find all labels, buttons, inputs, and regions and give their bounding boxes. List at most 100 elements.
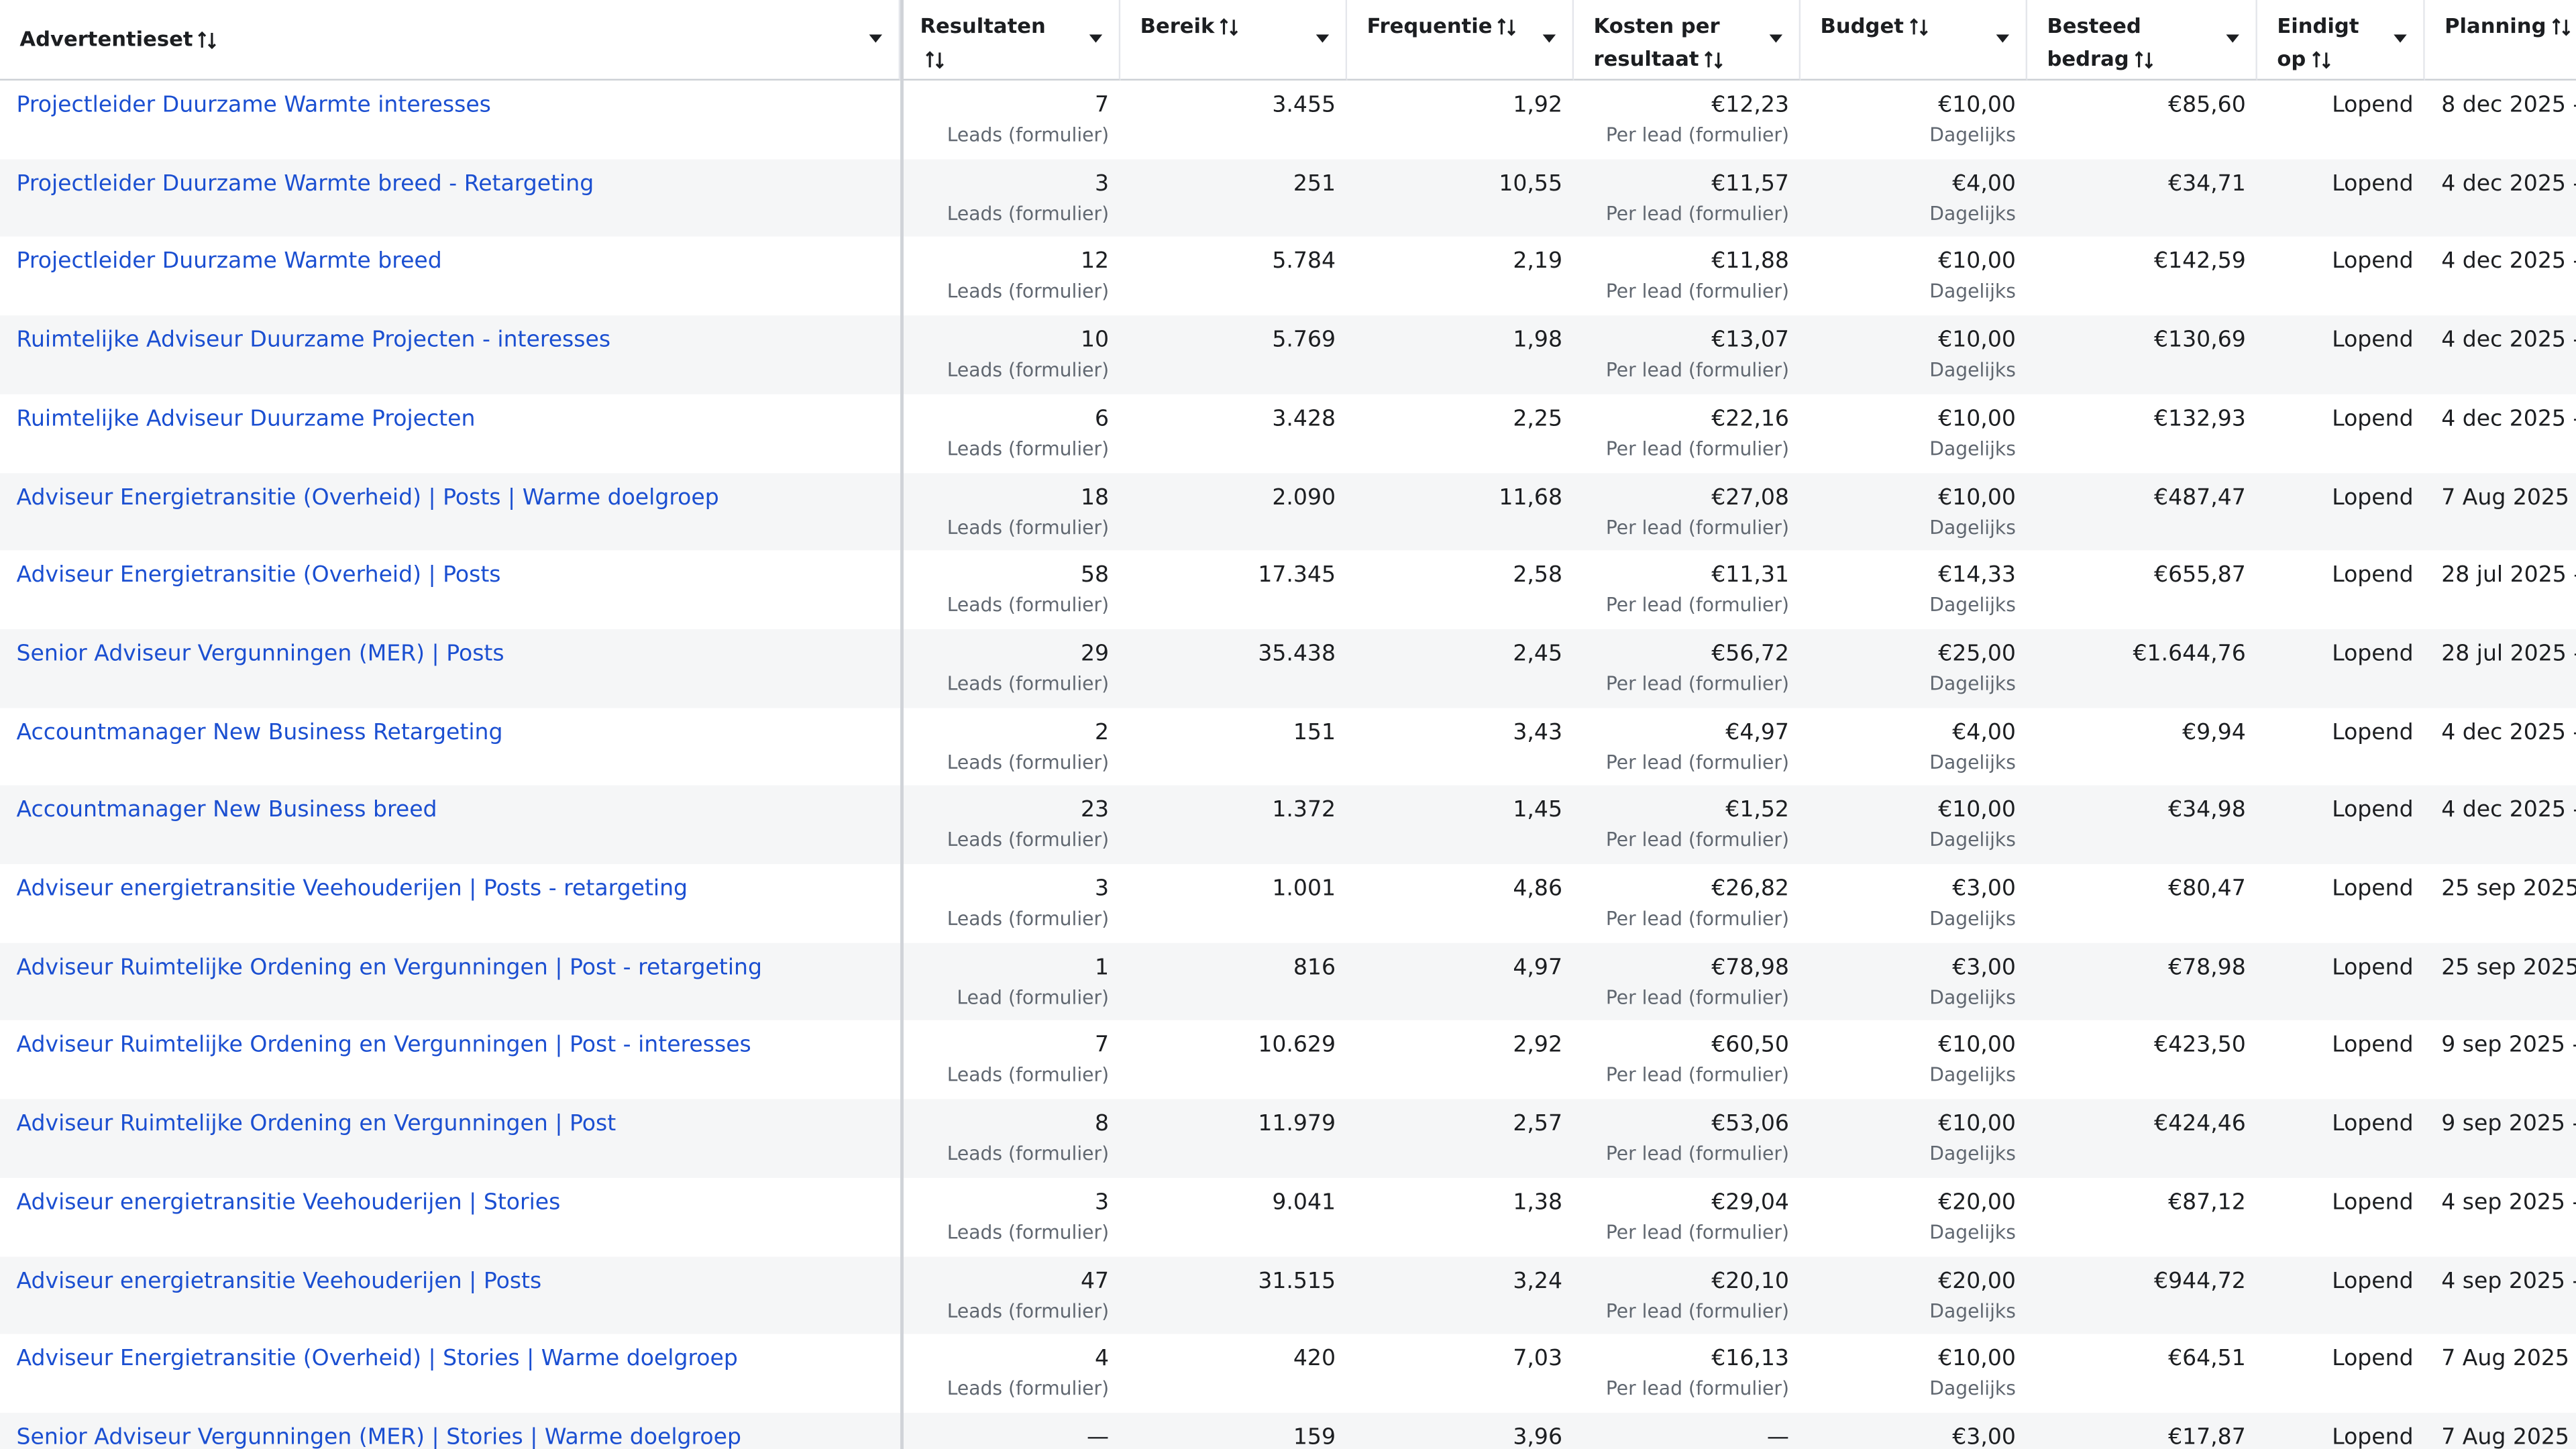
- column-header[interactable]: Eindigt op: [2257, 0, 2425, 81]
- name[interactable]: Adviseur energietransitie Veehouderijen …: [16, 1189, 561, 1216]
- spent: €34,98: [2168, 797, 2246, 824]
- results: 10: [1080, 327, 1110, 354]
- name[interactable]: Adviseur Ruimtelijke Ordening en Vergunn…: [16, 954, 762, 981]
- cell-planning: 4 dec 2025 -: [2425, 708, 2576, 786]
- column-header[interactable]: Kosten per resultaat: [1574, 0, 1801, 81]
- cell-cost: €53,06 Per lead (formulier): [1574, 1099, 1801, 1178]
- reach: 31.515: [1258, 1267, 1336, 1294]
- cell-budget: €10,00 Dagelijks: [1801, 1099, 2027, 1178]
- cost: €4,97: [1725, 718, 1789, 745]
- cell-reach: 3.455: [1120, 80, 1347, 159]
- name[interactable]: Projectleider Duurzame Warmte breed: [16, 248, 442, 275]
- results-note: Leads (formulier): [947, 750, 1110, 773]
- name[interactable]: Adviseur Ruimtelijke Ordening en Vergunn…: [16, 1032, 751, 1059]
- column-header[interactable]: Advertentieset: [0, 0, 901, 81]
- cell-ends: Lopend: [2257, 472, 2425, 551]
- frequency: 2,19: [1513, 248, 1562, 275]
- name[interactable]: Projectleider Duurzame Warmte breed - Re…: [16, 170, 594, 197]
- cell-name[interactable]: Adviseur Ruimtelijke Ordening en Vergunn…: [0, 1099, 900, 1178]
- column-header[interactable]: Budget: [1801, 0, 2028, 81]
- cost: €53,06: [1711, 1110, 1789, 1137]
- cell-name[interactable]: Projectleider Duurzame Warmte breed: [0, 237, 900, 316]
- cell-budget: €25,00 Dagelijks: [1801, 629, 2027, 708]
- column-header[interactable]: Frequentie: [1347, 0, 1574, 81]
- results-note: Leads (formulier): [947, 1142, 1110, 1165]
- name[interactable]: Senior Adviseur Vergunningen (MER) | Sto…: [16, 1424, 741, 1449]
- cell-planning: 7 Aug 2025 -: [2425, 472, 2576, 551]
- planning: 7 Aug 2025 -: [2441, 484, 2576, 511]
- table-row: Accountmanager New Business breed 23 Leads…: [0, 786, 2576, 865]
- cell-name[interactable]: Adviseur energietransitie Veehouderijen …: [0, 864, 900, 943]
- planning: 4 dec 2025 -: [2441, 327, 2576, 354]
- reach: 3.455: [1272, 92, 1336, 119]
- reach: 11.979: [1258, 1110, 1336, 1137]
- cell-name[interactable]: Accountmanager New Business breed: [0, 786, 900, 864]
- name[interactable]: Adviseur energietransitie Veehouderijen …: [16, 1267, 542, 1294]
- cell-name[interactable]: Adviseur energietransitie Veehouderijen …: [0, 1256, 900, 1334]
- cell-spent: €130,69: [2027, 315, 2257, 394]
- dropdown-caret: [2394, 34, 2407, 43]
- reach: 17.345: [1258, 562, 1336, 589]
- cell-name[interactable]: Adviseur Energietransitie (Overheid) | S…: [0, 1334, 900, 1413]
- name[interactable]: Adviseur Energietransitie (Overheid) | P…: [16, 562, 501, 589]
- table-row: Adviseur Ruimtelijke Ordening en Vergunn…: [0, 1099, 2576, 1178]
- column-header[interactable]: Bereik: [1120, 0, 1348, 81]
- name[interactable]: Ruimtelijke Adviseur Duurzame Projecten: [16, 405, 476, 432]
- cell-name[interactable]: Projectleider Duurzame Warmte interesses: [0, 80, 900, 159]
- cell-budget: €10,00 Dagelijks: [1801, 237, 2027, 316]
- cell-budget: €10,00 Dagelijks: [1801, 1334, 2027, 1413]
- cost-note: Per lead (formulier): [1605, 1298, 1789, 1322]
- budget-note: Dagelijks: [1929, 280, 2016, 303]
- results: 7: [1095, 1032, 1110, 1059]
- cell-name[interactable]: Adviseur Energietransitie (Overheid) | P…: [0, 472, 900, 551]
- cell-name[interactable]: Adviseur energietransitie Veehouderijen …: [0, 1177, 900, 1256]
- cost-note: Per lead (formulier): [1605, 1063, 1789, 1087]
- name[interactable]: Accountmanager New Business Retargeting: [16, 718, 503, 745]
- cell-name[interactable]: Ruimtelijke Adviseur Duurzame Projecten: [0, 394, 900, 472]
- column-header[interactable]: Besteed bedrag: [2027, 0, 2257, 81]
- cell-ends: Lopend: [2257, 1413, 2425, 1449]
- cell-results: 47 Leads (formulier): [900, 1256, 1120, 1334]
- reach: 1.001: [1272, 875, 1336, 902]
- name[interactable]: Adviseur Energietransitie (Overheid) | P…: [16, 484, 719, 511]
- name[interactable]: Adviseur Ruimtelijke Ordening en Vergunn…: [16, 1110, 616, 1137]
- name[interactable]: Adviseur energietransitie Veehouderijen …: [16, 875, 688, 902]
- cell-reach: 1.372: [1120, 786, 1347, 864]
- header-label: Planning: [2445, 13, 2546, 38]
- column-header[interactable]: Planning: [2424, 0, 2576, 81]
- cell-name[interactable]: Ruimtelijke Adviseur Duurzame Projecten …: [0, 315, 900, 394]
- cell-name[interactable]: Senior Adviseur Vergunningen (MER) | Pos…: [0, 629, 900, 708]
- name[interactable]: Adviseur Energietransitie (Overheid) | S…: [16, 1346, 738, 1373]
- cell-budget: €10,00 Dagelijks: [1801, 472, 2027, 551]
- reach: 816: [1293, 954, 1336, 981]
- cell-results: 18 Leads (formulier): [900, 472, 1120, 551]
- frequency: 3,24: [1513, 1267, 1562, 1294]
- cell-name[interactable]: Adviseur Energietransitie (Overheid) | P…: [0, 551, 900, 629]
- cell-cost: €27,08 Per lead (formulier): [1574, 472, 1801, 551]
- cell-spent: €655,87: [2027, 551, 2257, 629]
- cell-name[interactable]: Adviseur Ruimtelijke Ordening en Vergunn…: [0, 1021, 900, 1099]
- cell-name[interactable]: Senior Adviseur Vergunningen (MER) | Sto…: [0, 1413, 900, 1449]
- planning: 4 dec 2025 -: [2441, 405, 2576, 432]
- cost-note: Per lead (formulier): [1605, 672, 1789, 695]
- cell-results: 12 Leads (formulier): [900, 237, 1120, 316]
- cell-results: 3 Leads (formulier): [900, 864, 1120, 943]
- cell-spent: €1.644,76: [2027, 629, 2257, 708]
- budget: €10,00: [1938, 1032, 2016, 1059]
- cell-budget: €10,00 Dagelijks: [1801, 315, 2027, 394]
- name[interactable]: Projectleider Duurzame Warmte interesses: [16, 92, 491, 119]
- cell-name[interactable]: Accountmanager New Business Retargeting: [0, 708, 900, 786]
- cell-ends: Lopend: [2257, 1099, 2425, 1178]
- cell-name[interactable]: Projectleider Duurzame Warmte breed - Re…: [0, 159, 900, 237]
- cell-name[interactable]: Adviseur Ruimtelijke Ordening en Vergunn…: [0, 943, 900, 1021]
- cell-ends: Lopend: [2257, 80, 2425, 159]
- column-header[interactable]: Resultaten: [900, 0, 1121, 81]
- cell-budget: €3,00 Dagelijks: [1801, 943, 2027, 1021]
- results: 7: [1095, 92, 1110, 119]
- cell-planning: 4 dec 2025 -: [2425, 786, 2576, 864]
- name[interactable]: Ruimtelijke Adviseur Duurzame Projecten …: [16, 327, 611, 354]
- name[interactable]: Senior Adviseur Vergunningen (MER) | Pos…: [16, 640, 504, 667]
- reach: 420: [1293, 1346, 1336, 1373]
- name[interactable]: Accountmanager New Business breed: [16, 797, 437, 824]
- planning: 8 dec 2025 -: [2441, 92, 2576, 119]
